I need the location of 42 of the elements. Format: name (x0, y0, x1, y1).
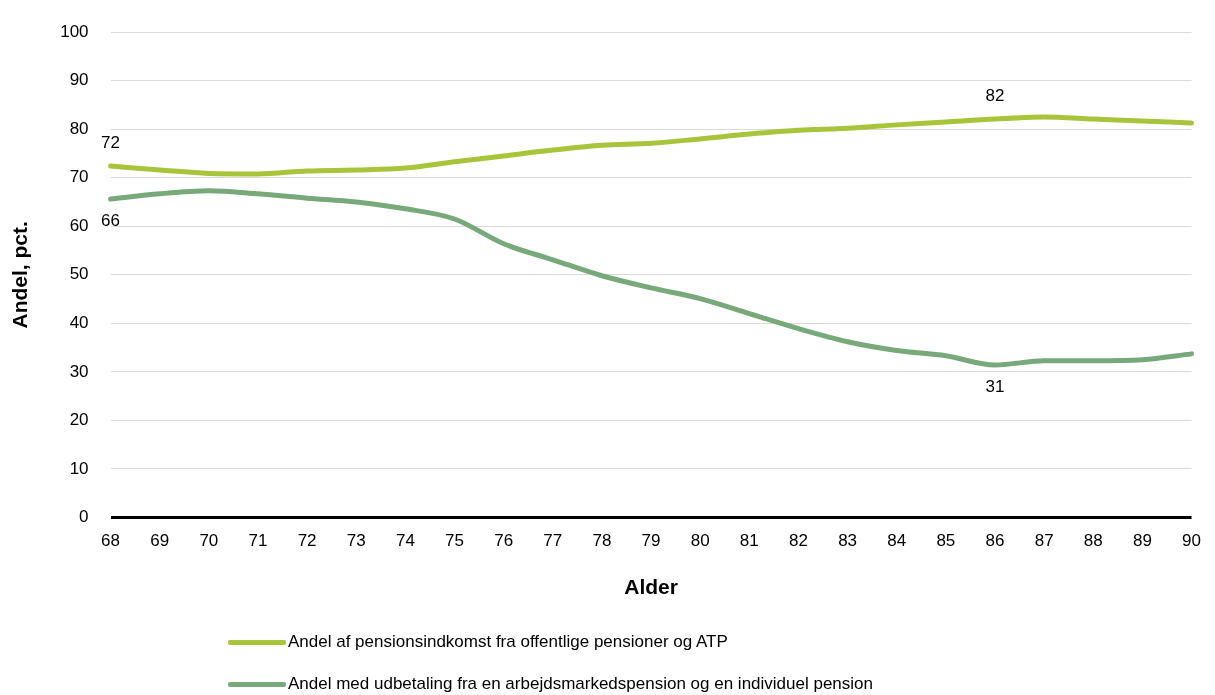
x-tick-label: 76 (494, 531, 514, 551)
x-tick-label: 75 (445, 531, 464, 551)
legend-label: Andel af pensionsindkomst fra offentlige pensioner og ATP (288, 632, 728, 652)
y-tick-label: 0 (79, 507, 89, 527)
y-tick-label: 50 (69, 264, 89, 284)
x-tick-label: 69 (150, 531, 170, 551)
y-tick-label: 70 (69, 167, 89, 187)
x-tick-label: 87 (1034, 531, 1054, 551)
x-tick-label: 78 (592, 531, 612, 551)
legend-label: Andel med udbetaling fra en arbejdsmarkedspension og en individuel pension (288, 674, 874, 694)
data-label: 31 (985, 377, 1005, 397)
x-axis-title: Alder (624, 575, 678, 599)
x-tick-label: 85 (936, 531, 956, 551)
y-tick-label: 60 (69, 215, 89, 235)
x-tick-label: 81 (739, 531, 759, 551)
y-axis-title: Andel, pct. (8, 221, 32, 329)
x-tick-label: 80 (690, 531, 710, 551)
data-label: 72 (101, 133, 121, 153)
y-tick-label: 100 (60, 21, 89, 41)
data-label: 82 (985, 86, 1005, 106)
x-tick-label: 86 (985, 531, 1005, 551)
x-tick-label: 83 (838, 531, 858, 551)
x-tick-label: 72 (297, 531, 317, 551)
x-tick-label: 74 (395, 531, 415, 551)
y-tick-label: 30 (69, 361, 89, 381)
x-tick-label: 89 (1132, 531, 1152, 551)
y-tick-label: 10 (69, 458, 89, 478)
x-tick-label: 77 (543, 531, 563, 551)
y-tick-label: 20 (69, 410, 89, 430)
x-tick-label: 79 (641, 531, 661, 551)
x-tick-label: 90 (1182, 531, 1202, 551)
x-tick-label: 71 (248, 531, 268, 551)
x-tick-label: 84 (887, 531, 907, 551)
x-tick-label: 82 (789, 531, 808, 551)
y-tick-label: 90 (69, 70, 89, 90)
x-tick-label: 88 (1083, 531, 1103, 551)
x-tick-label: 68 (101, 531, 121, 551)
data-label: 66 (101, 211, 121, 231)
y-tick-label: 80 (69, 118, 89, 138)
y-tick-label: 40 (69, 313, 89, 333)
x-tick-label: 70 (199, 531, 219, 551)
x-tick-label: 73 (346, 531, 366, 551)
